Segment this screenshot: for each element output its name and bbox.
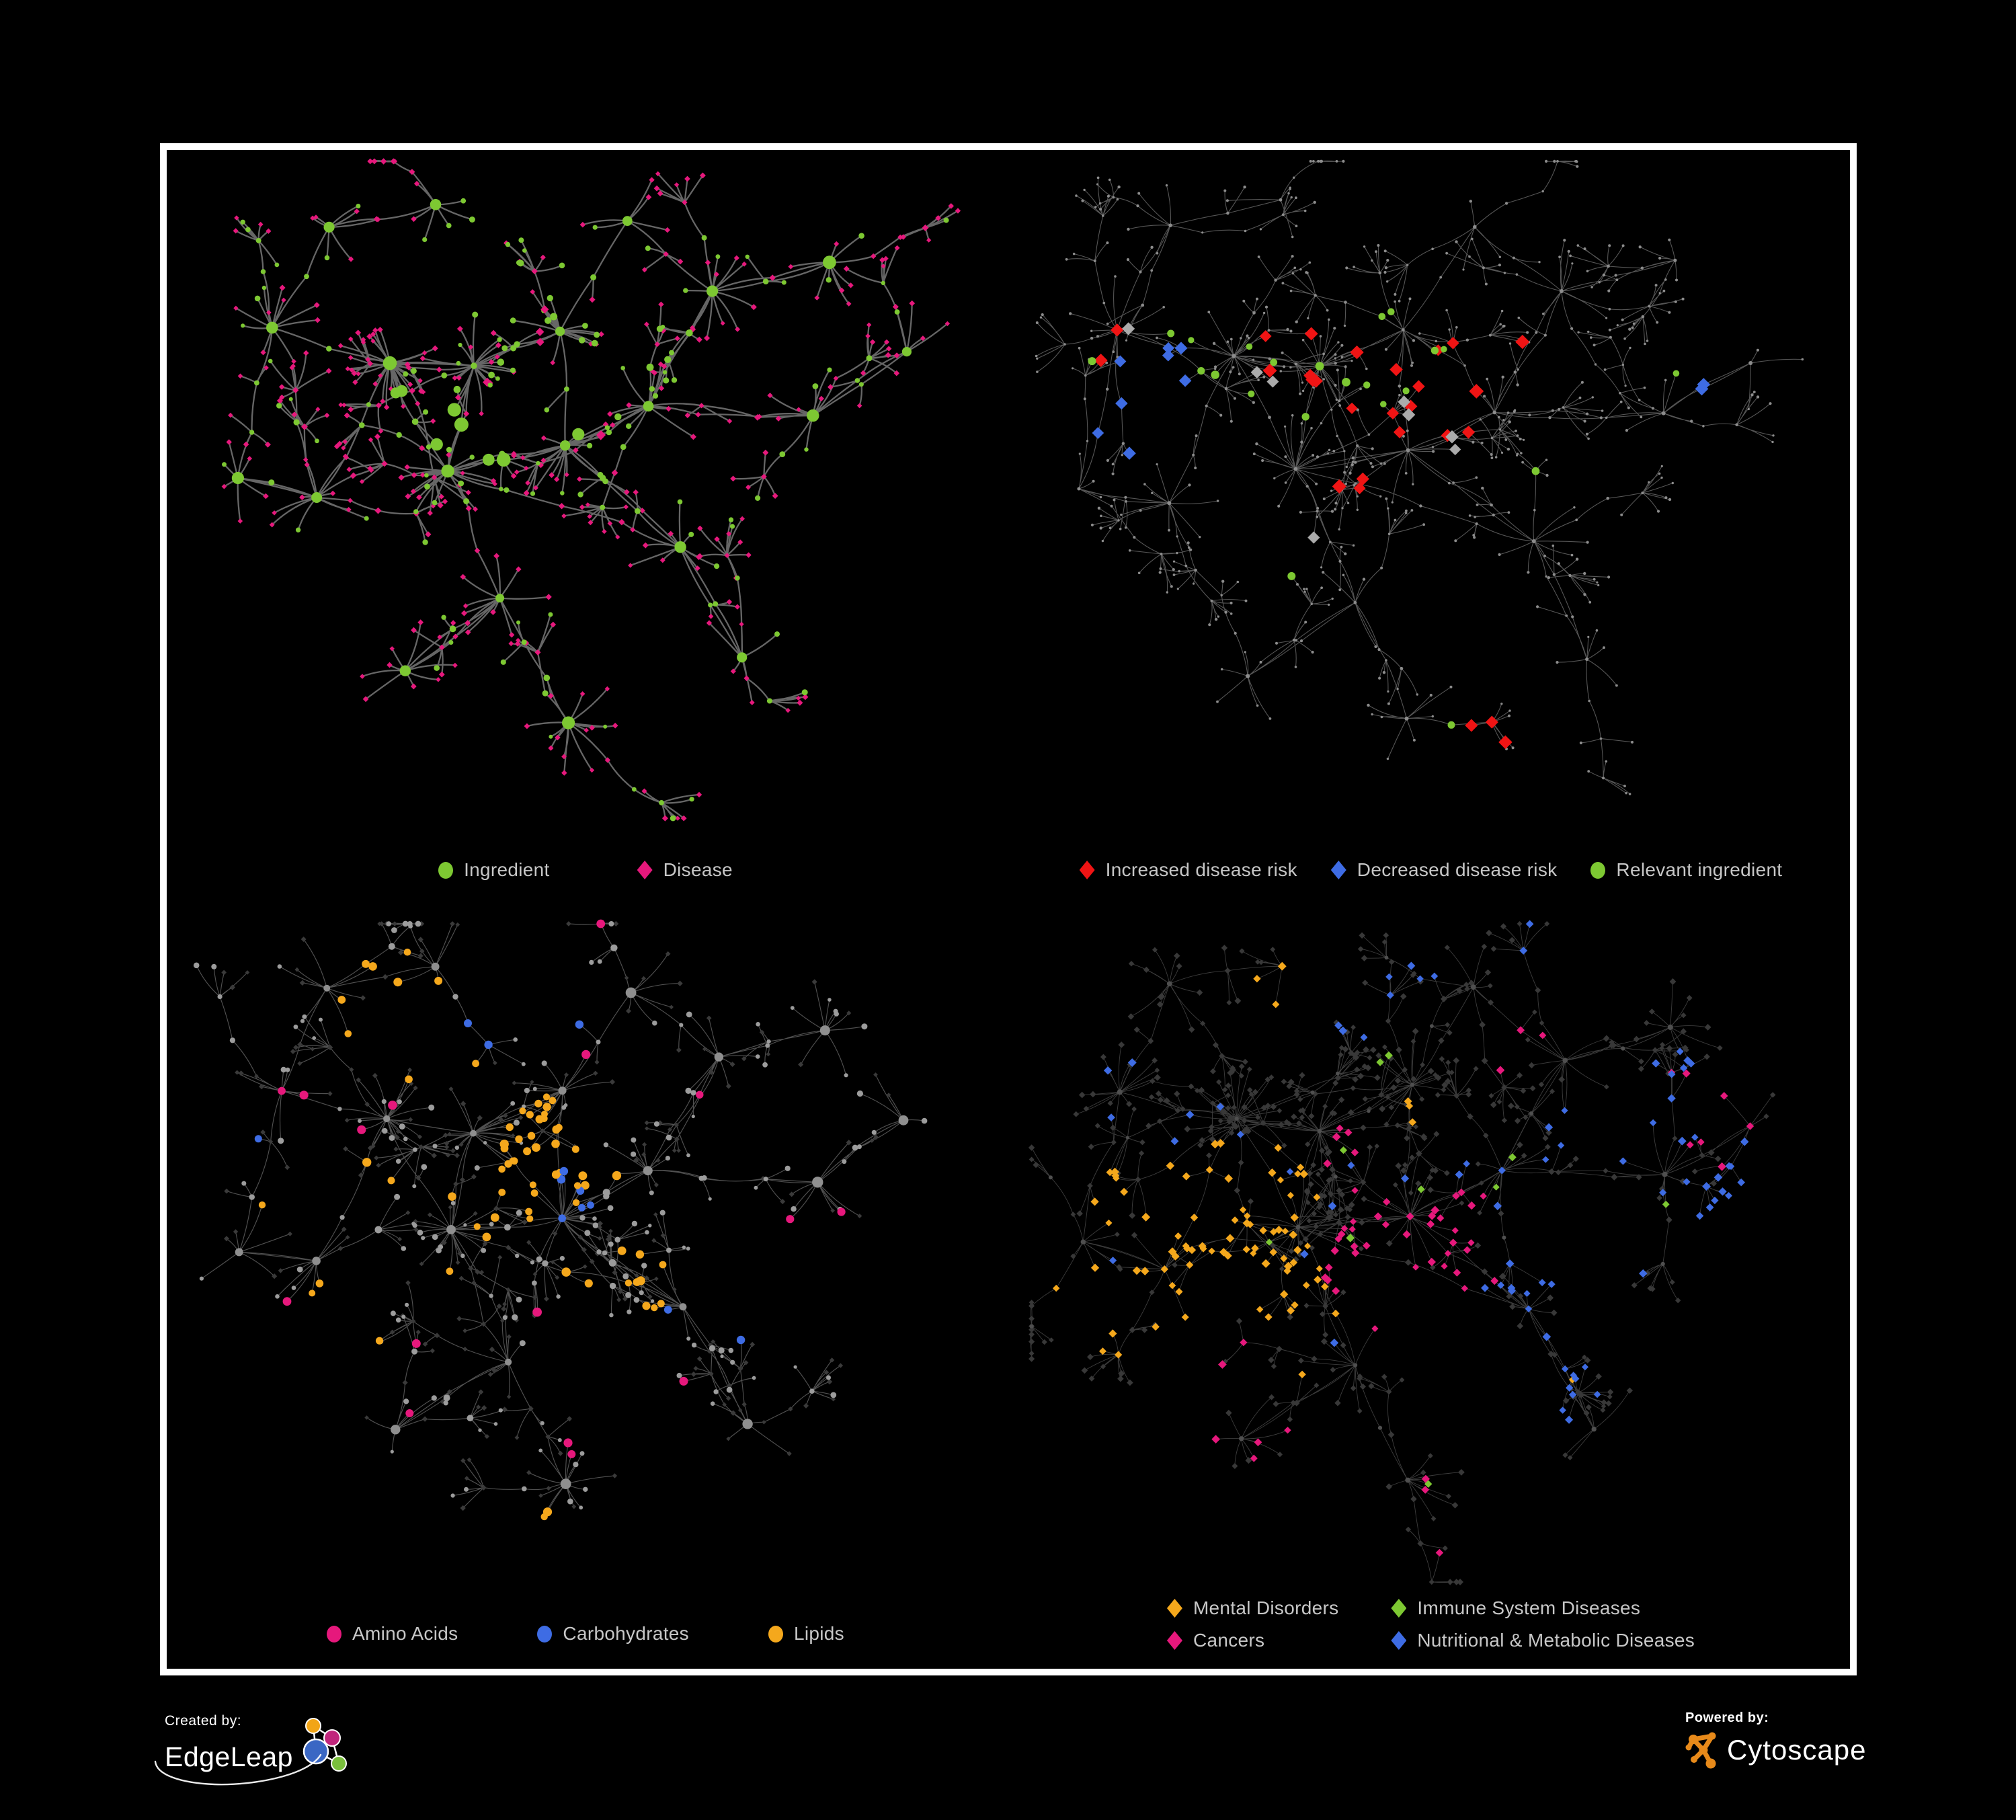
legend-macronutrients: Amino Acids Carbohydrates Lipids xyxy=(167,1623,1004,1645)
legend-item: Ingredient xyxy=(438,859,550,881)
amino-acids-circle-icon xyxy=(327,1625,342,1643)
panel-macronutrients: Amino Acids Carbohydrates Lipids xyxy=(167,912,1004,1669)
legend-item: Lipids xyxy=(768,1623,844,1645)
legend-item: Nutritional & Metabolic Diseases xyxy=(1391,1630,1695,1651)
legend-ingredient-disease: Ingredient Disease xyxy=(167,859,1004,881)
disease-diamond-icon xyxy=(637,861,653,879)
legend-item: Cancers xyxy=(1166,1630,1338,1651)
legend-label: Carbohydrates xyxy=(563,1623,689,1644)
edgeleap-mark-icon xyxy=(303,1718,347,1772)
legend-label: Nutritional & Metabolic Diseases xyxy=(1417,1630,1695,1651)
cancers-diamond-icon xyxy=(1166,1631,1182,1650)
edgeleap-wordmark: EdgeLeap xyxy=(165,1741,293,1772)
nutritional-diseases-diamond-icon xyxy=(1391,1631,1407,1650)
legend-label: Amino Acids xyxy=(352,1623,458,1644)
network-graph-ingredient-disease xyxy=(221,158,961,822)
panel-ingredient-disease: Ingredient Disease xyxy=(167,150,1004,905)
legend-item: Disease xyxy=(637,859,733,881)
legend-item: Increased disease risk xyxy=(1079,859,1297,881)
cytoscape-mark-icon xyxy=(1685,1732,1716,1769)
cytoscape-logo: Powered by: Cytoscape xyxy=(1685,1710,1866,1770)
edgeleap-logo: Created by: EdgeLeap xyxy=(154,1713,354,1786)
legend-disease-classes: Mental Disorders Immune System Diseases … xyxy=(1012,1597,1850,1651)
legend-label: Ingredient xyxy=(464,859,550,880)
legend-label: Relevant ingredient xyxy=(1616,859,1783,880)
legend-disease-risk: Increased disease risk Decreased disease… xyxy=(1012,859,1850,881)
legend-item: Mental Disorders xyxy=(1166,1597,1339,1619)
created-by-label: Created by: xyxy=(165,1713,242,1729)
network-graph-disease-classes xyxy=(1028,920,1776,1585)
powered-by-label: Powered by: xyxy=(1685,1710,1769,1725)
figure-frame: Ingredient Disease Increased disease ris… xyxy=(160,143,1857,1675)
legend-label: Disease xyxy=(663,859,733,880)
legend-label: Cancers xyxy=(1193,1630,1265,1651)
legend-label: Immune System Diseases xyxy=(1417,1597,1641,1618)
lipids-circle-icon xyxy=(768,1625,783,1643)
legend-label: Increased disease risk xyxy=(1105,859,1297,880)
carbohydrates-circle-icon xyxy=(537,1625,553,1643)
network-graph-disease-risk xyxy=(1035,159,1804,795)
mental-disorders-diamond-icon xyxy=(1166,1599,1182,1618)
network-graph-macronutrients xyxy=(193,919,928,1521)
cytoscape-wordmark: Cytoscape xyxy=(1727,1734,1867,1766)
legend-item: Amino Acids xyxy=(327,1623,458,1645)
legend-label: Decreased disease risk xyxy=(1357,859,1558,880)
legend-label: Lipids xyxy=(793,1623,844,1644)
legend-item: Decreased disease risk xyxy=(1330,859,1558,881)
panel-disease-risk: Increased disease risk Decreased disease… xyxy=(1012,150,1850,905)
panel-disease-classes: Mental Disorders Immune System Diseases … xyxy=(1012,912,1850,1669)
legend-item: Carbohydrates xyxy=(537,1623,689,1645)
ingredient-circle-icon xyxy=(438,861,454,879)
legend-label: Mental Disorders xyxy=(1193,1597,1339,1618)
immune-diseases-diamond-icon xyxy=(1391,1599,1407,1618)
legend-item: Relevant ingredient xyxy=(1590,859,1782,881)
decreased-risk-diamond-icon xyxy=(1330,861,1346,879)
increased-risk-diamond-icon xyxy=(1079,861,1095,879)
legend-item: Immune System Diseases xyxy=(1391,1597,1695,1619)
relevant-ingredient-circle-icon xyxy=(1590,861,1606,879)
